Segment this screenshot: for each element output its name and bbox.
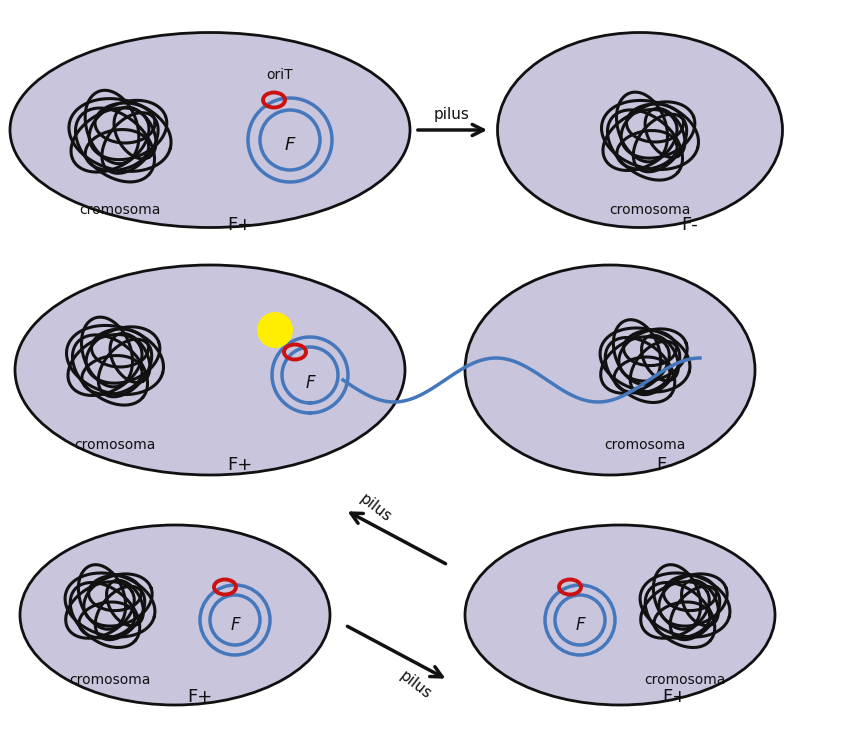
Text: F: F bbox=[305, 374, 314, 392]
Circle shape bbox=[257, 312, 293, 348]
Text: F+: F+ bbox=[187, 688, 212, 706]
Ellipse shape bbox=[465, 265, 755, 475]
Text: cromosoma: cromosoma bbox=[74, 438, 156, 452]
Text: F+: F+ bbox=[227, 456, 252, 474]
Text: F: F bbox=[575, 616, 585, 634]
Text: F: F bbox=[285, 136, 295, 154]
Text: F+: F+ bbox=[662, 688, 688, 706]
Text: pilus: pilus bbox=[356, 491, 394, 525]
Ellipse shape bbox=[465, 525, 775, 705]
Ellipse shape bbox=[20, 525, 330, 705]
Text: F-: F- bbox=[682, 216, 699, 234]
Text: cromosoma: cromosoma bbox=[604, 438, 686, 452]
Text: pilus: pilus bbox=[434, 107, 470, 122]
Text: oriT: oriT bbox=[267, 68, 293, 82]
Ellipse shape bbox=[15, 265, 405, 475]
Text: F: F bbox=[230, 616, 240, 634]
Text: F-: F- bbox=[656, 456, 673, 474]
Text: F+: F+ bbox=[227, 216, 252, 234]
Text: cromosoma: cromosoma bbox=[609, 203, 691, 217]
Text: cromosoma: cromosoma bbox=[644, 673, 726, 687]
Text: cromosoma: cromosoma bbox=[70, 673, 150, 687]
Ellipse shape bbox=[10, 32, 410, 227]
Text: pilus: pilus bbox=[396, 668, 434, 702]
Ellipse shape bbox=[497, 32, 783, 227]
Text: cromosoma: cromosoma bbox=[79, 203, 161, 217]
